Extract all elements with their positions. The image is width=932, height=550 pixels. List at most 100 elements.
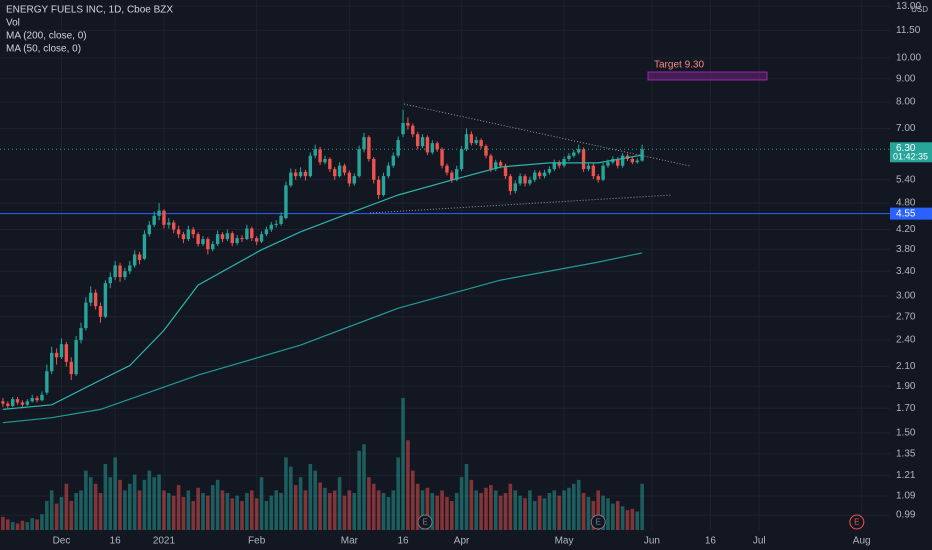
y-tick-label: 1.21 [896, 470, 916, 481]
volume-bar [576, 479, 581, 530]
candle-body [191, 229, 195, 235]
volume-bar [342, 495, 347, 530]
volume-bar [74, 493, 78, 530]
volume-bar [454, 493, 459, 530]
volume-bar [459, 477, 464, 530]
candle-body [591, 165, 596, 177]
candle-body [142, 234, 147, 259]
candle-body [108, 277, 112, 284]
volume-bar [410, 470, 415, 530]
volume-bar [249, 490, 254, 530]
x-tick-label: May [555, 536, 574, 547]
price-pane [0, 109, 890, 424]
candle-body [425, 137, 430, 153]
volume-bar [528, 490, 532, 530]
candle-body [1, 401, 5, 404]
volume-bar [137, 490, 142, 530]
y-tick-label: 1.70 [896, 403, 916, 414]
candle-body [596, 176, 600, 180]
volume-bar [84, 470, 88, 530]
candle-body [333, 169, 337, 177]
candle-body [386, 165, 391, 177]
candle-body [201, 239, 205, 245]
candle-body [513, 183, 517, 192]
volume-bar [347, 490, 352, 530]
candle-body [113, 265, 117, 278]
candle-body [606, 162, 610, 166]
volume-bar [79, 490, 83, 530]
candle-body [279, 215, 283, 224]
volume-bar [303, 490, 308, 530]
volume-bar [162, 490, 166, 530]
y-tick-label: 2.40 [896, 335, 916, 346]
candle-body [308, 155, 313, 177]
candle-body [572, 152, 576, 156]
candle-body [30, 398, 34, 402]
volume-bar [630, 508, 635, 530]
y-tick-label: 1.90 [896, 381, 916, 392]
candle-body [69, 361, 73, 375]
candle-body [98, 306, 103, 317]
volume-bar [54, 503, 59, 530]
volume-bar [69, 500, 74, 530]
last-price-label: 6.30 [896, 143, 916, 154]
candle-body [528, 179, 532, 184]
volume-bar [181, 497, 186, 530]
candle-body [259, 234, 264, 242]
volume-bar [440, 490, 444, 530]
earnings-label: E [854, 518, 859, 527]
y-tick-label: 8.00 [896, 97, 916, 108]
volume-bar [98, 493, 103, 530]
y-tick-label: 2.10 [896, 361, 916, 372]
volume-bar [313, 470, 318, 530]
legend-ma200: MA (200, close, 0) [6, 31, 87, 42]
volume-bar [445, 497, 449, 530]
legend-title: ENERGY FUELS INC, 1D, Cboe BZX [6, 5, 173, 16]
volume-bar [157, 474, 161, 530]
volume-bar [518, 495, 522, 530]
candle-body [84, 302, 88, 329]
candle-body [435, 143, 439, 150]
x-tick-label: Dec [53, 536, 71, 547]
volume-bar [269, 495, 274, 530]
volume-bar [132, 474, 137, 530]
volume-bar [20, 520, 25, 530]
earnings-label: E [596, 518, 601, 527]
volume-bar [376, 490, 381, 530]
y-tick-label: 4.20 [896, 224, 916, 235]
hline-label: 4.55 [896, 208, 916, 219]
candle-body [430, 143, 435, 153]
volume-bar [230, 498, 235, 530]
volume-bar [45, 500, 49, 530]
candle-body [6, 403, 10, 406]
volume-bar [401, 398, 405, 530]
candle-body [318, 149, 322, 163]
candle-body [206, 239, 210, 250]
candle-body [411, 125, 415, 135]
candle-body [352, 176, 356, 184]
candle-body [172, 222, 176, 230]
volume-bar [259, 477, 264, 530]
candle-body [250, 228, 254, 239]
candle-body [211, 244, 215, 250]
countdown: 01:42:35 [893, 152, 928, 162]
candle-body [523, 176, 527, 184]
volume-bar [40, 514, 44, 530]
volume-bar [206, 495, 210, 530]
volume-bar [49, 490, 54, 530]
x-tick-label: Jul [753, 536, 766, 547]
legend-volume: Vol [6, 18, 20, 29]
candle-body [64, 344, 69, 362]
candle-body [620, 155, 625, 166]
candle-body [186, 229, 191, 240]
candle-body [533, 172, 537, 180]
volume-bar [240, 500, 244, 530]
y-tick-label: 4.80 [896, 198, 916, 209]
volume-bar [59, 497, 64, 530]
volume-bar [254, 498, 259, 530]
candle-body [601, 165, 605, 180]
earnings-marker [590, 514, 606, 530]
candle-body [10, 399, 15, 406]
candle-body [342, 165, 347, 173]
